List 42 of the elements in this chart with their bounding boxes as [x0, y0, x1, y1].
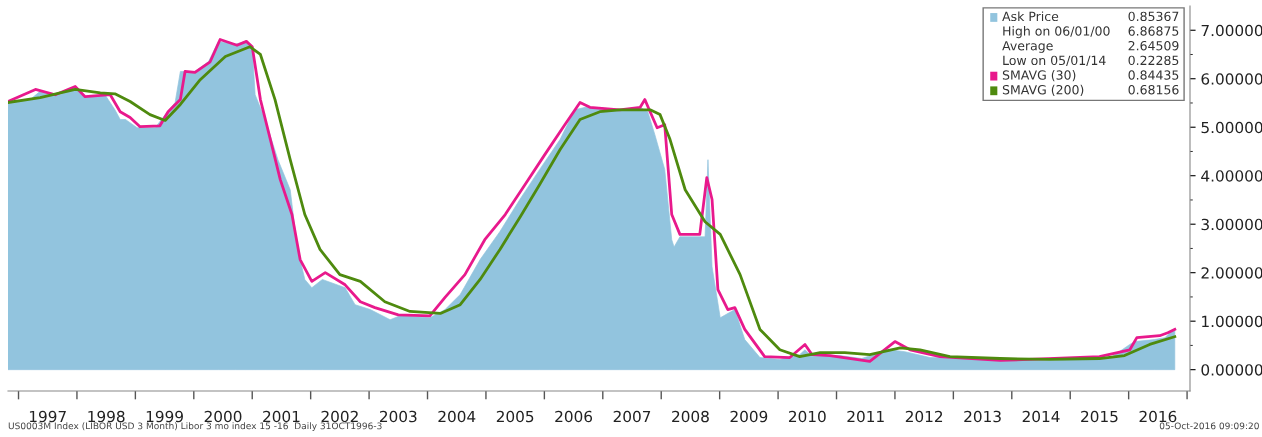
x-tick-label: 2012 [905, 410, 943, 423]
y-tick-label: 7.00000 [1201, 24, 1262, 37]
annotation: Average [1002, 41, 1053, 53]
x-tick-label: 2013 [964, 410, 1001, 423]
x-tick-label: 2010 [788, 410, 826, 423]
annotation: 0.84435 [1128, 70, 1179, 80]
legend-label: SMAVG (30) [1002, 70, 1076, 82]
x-tick-label: 2011 [847, 410, 884, 423]
x-tick-label: 2009 [730, 410, 768, 423]
x-tick-label: 2003 [379, 410, 417, 423]
annotation: 2.64509 [1128, 40, 1179, 51]
x-tick-label: 2008 [672, 410, 709, 423]
annotation: High on 06/01/00 [1003, 26, 1110, 39]
x-tick-label: 2004 [438, 410, 476, 423]
annotation: 6.86875 [1128, 26, 1179, 36]
y-tick-label: 5.00000 [1201, 121, 1262, 134]
y-tick-label: 6.00000 [1201, 73, 1262, 85]
x-tick-label: 2001 [263, 410, 300, 423]
annotation: 0.22285 [1128, 55, 1179, 66]
x-tick-label: 2002 [321, 410, 358, 423]
text: US0003M Index (LIBOR USD 3 Month) Libor 3 mo index 15 -16 Daily 31OCT1996-3 [8, 422, 382, 431]
x-tick-label: 2005 [496, 410, 534, 423]
x-tick-label: 2016 [1139, 410, 1177, 423]
x-tick-label: 2006 [555, 410, 593, 423]
text: 05-Oct-2016 09:09:20 [1159, 422, 1259, 430]
y-tick-label: 3.00000 [1201, 218, 1262, 231]
x-tick-label: 2007 [613, 410, 651, 423]
y-tick-label: 4.00000 [1201, 170, 1262, 182]
x-tick-label: 1998 [88, 410, 125, 423]
x-tick-label: 2014 [1022, 410, 1060, 423]
annotation: Low on 05/01/14 [1003, 55, 1106, 67]
annotation: 0.85367 [1128, 11, 1179, 22]
x-tick-label: 1997 [29, 410, 66, 423]
x-tick-label: 1999 [146, 410, 183, 423]
x-tick-label: 2000 [204, 410, 242, 423]
y-tick-label: 1.00000 [1202, 315, 1262, 328]
y-tick-label: 2.00000 [1201, 267, 1262, 279]
legend-label: SMAVG (200) [1002, 84, 1084, 96]
x-tick-label: 2015 [1081, 410, 1118, 423]
annotation: 0.68156 [1128, 84, 1179, 95]
y-tick-label: 0.00000 [1201, 364, 1262, 376]
legend-label: Ask Price [1002, 11, 1059, 22]
